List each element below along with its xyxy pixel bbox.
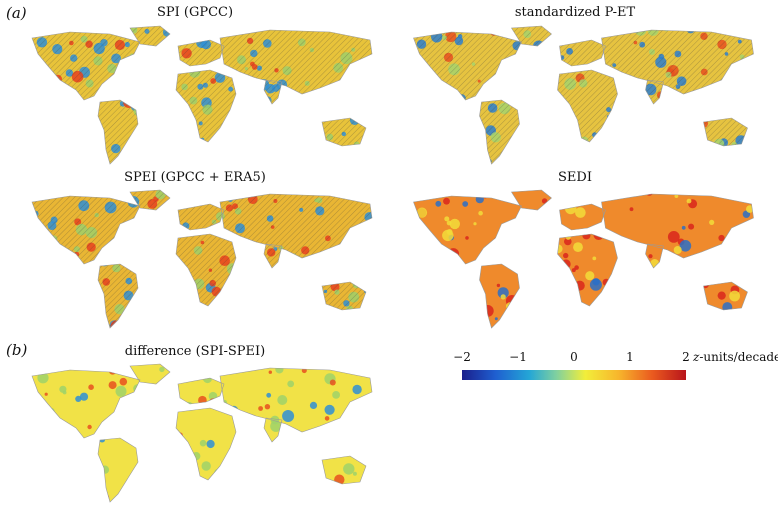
outline-asia xyxy=(219,29,373,95)
outline-asia xyxy=(601,29,754,95)
outline-north-america xyxy=(413,195,522,265)
outline-greenland xyxy=(129,189,171,211)
outline-south-america xyxy=(97,263,139,329)
map-spi xyxy=(31,25,373,165)
outline-africa xyxy=(175,407,237,481)
outline-india xyxy=(645,79,664,105)
outline-europe xyxy=(177,377,225,405)
outline-europe xyxy=(559,39,606,67)
title-spei: SPEI (GPCC + ERA5) xyxy=(124,170,266,185)
outline-australia xyxy=(321,117,367,147)
map-spei xyxy=(31,189,373,329)
panel-label-b: (b) xyxy=(6,341,28,359)
outline-africa xyxy=(557,69,618,143)
colorbar-tick-2: 2 xyxy=(682,350,690,364)
outline-australia xyxy=(321,281,367,311)
colorbar-tick-0: 0 xyxy=(570,350,578,364)
title-sedi: SEDI xyxy=(558,170,592,185)
outline-greenland xyxy=(129,363,171,385)
panel-label-a: (a) xyxy=(6,4,27,22)
map-standardized-p-et xyxy=(413,25,754,165)
outline-south-america xyxy=(97,437,139,503)
outline-south-america xyxy=(97,99,139,165)
outline-south-america xyxy=(479,99,520,165)
map-difference xyxy=(31,363,373,503)
outline-south-america xyxy=(479,263,520,329)
title-difference: difference (SPI-SPEI) xyxy=(124,344,266,359)
colorbar-unit: z-units/decade xyxy=(693,350,778,364)
colorbar-tick-minus-2: −2 xyxy=(453,350,471,364)
colorbar-tick-1: 1 xyxy=(626,350,634,364)
outline-australia xyxy=(703,117,748,147)
outline-europe xyxy=(177,39,225,67)
outline-europe xyxy=(559,203,606,231)
colorbar xyxy=(462,370,686,380)
outline-north-america xyxy=(413,31,522,101)
outline-india xyxy=(263,243,283,269)
map-sedi xyxy=(413,189,754,329)
outline-india xyxy=(263,79,283,105)
outline-australia xyxy=(703,281,748,311)
outline-north-america xyxy=(31,369,141,439)
outline-north-america xyxy=(31,195,141,265)
outline-africa xyxy=(175,233,237,307)
outline-africa xyxy=(557,233,618,307)
colorbar-tick-minus-1: −1 xyxy=(509,350,527,364)
title-spi: SPI (GPCC) xyxy=(156,5,234,20)
outline-australia xyxy=(321,455,367,485)
outline-asia xyxy=(219,367,373,433)
outline-north-america xyxy=(31,31,141,101)
outline-greenland xyxy=(510,189,552,211)
outline-asia xyxy=(601,193,754,259)
title-standardized-p-et: standardized P-ET xyxy=(514,5,636,20)
outline-greenland xyxy=(510,25,552,47)
outline-greenland xyxy=(129,25,171,47)
outline-europe xyxy=(177,203,225,231)
outline-africa xyxy=(175,69,237,143)
outline-india xyxy=(645,243,664,269)
outline-asia xyxy=(219,193,373,259)
outline-india xyxy=(263,417,283,443)
